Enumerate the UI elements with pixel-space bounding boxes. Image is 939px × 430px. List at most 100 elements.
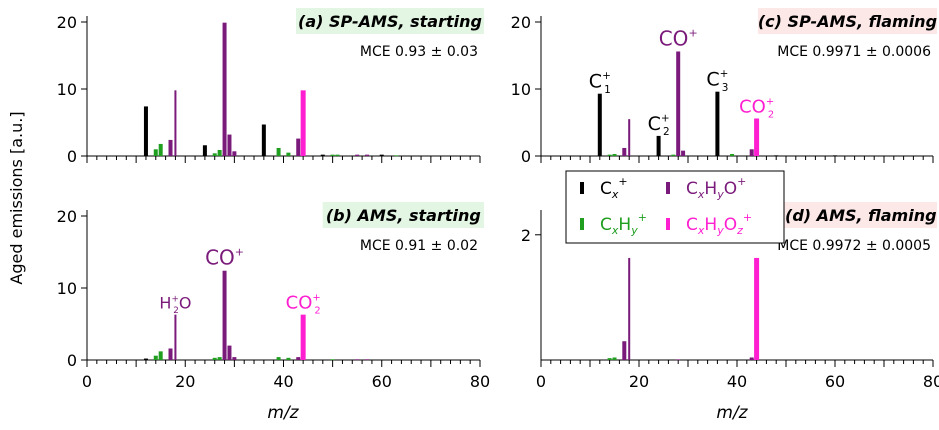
x-tick-label: 20 [629, 372, 649, 391]
y-tick-label: 10 [57, 279, 77, 298]
bar-mz-57 [365, 154, 370, 156]
y-tick-label: 2 [521, 226, 531, 245]
x-tick-label: 80 [470, 372, 490, 391]
bar-mz-17 [168, 139, 173, 156]
x-tick-label: 60 [372, 372, 392, 391]
mce-label: MCE 0.9972 ± 0.0005 [777, 238, 931, 254]
bar-mz-60 [379, 154, 384, 156]
panel-title-box [296, 8, 484, 34]
bar-mz-50 [330, 154, 335, 156]
bar-mz-36 [715, 91, 720, 156]
bar-mz-29 [227, 345, 232, 360]
peak-label-mz-44: CO+ 2 [739, 96, 774, 120]
bar-mz-14 [153, 149, 158, 156]
bar-mz-29 [681, 150, 686, 156]
legend-entry-3: CxHyOz+ [686, 211, 752, 237]
y-tick-label: 20 [511, 13, 531, 32]
y-tick-label: 20 [57, 207, 77, 226]
legend-box [565, 170, 785, 244]
legend-entry-0: Cx+ [600, 175, 628, 201]
bar-mz-27 [671, 154, 676, 156]
bar-mz-24 [202, 145, 207, 156]
bar-mz-12 [597, 93, 602, 156]
bar-mz-48 [320, 154, 325, 156]
mce-label: MCE 0.93 ± 0.03 [360, 44, 478, 60]
panel-title: (b) AMS, starting [326, 206, 481, 225]
panel-a: 0 10 20 (a) SP-AMS, starting MCE 0.93 ± 0.03 [57, 8, 484, 166]
bar-mz-12 [143, 106, 148, 156]
bar-mz-30 [232, 151, 237, 156]
peak-label-mz-36: C+ 3 [706, 68, 728, 94]
bar-mz-41 [286, 357, 291, 360]
y-tick-label: 0 [67, 147, 77, 166]
bar-mz-44 [300, 314, 306, 360]
bar-mz-39 [276, 147, 281, 156]
y-tick-label: 0 [521, 147, 531, 166]
y-axis-label: Aged emissions [a.u.] [7, 111, 26, 284]
bar-mz-14 [153, 355, 158, 360]
bar-mz-17 [622, 147, 627, 156]
y-tick-label: 0 [67, 351, 77, 370]
bar-mz-43 [296, 357, 301, 360]
legend: Cx+ CxHy+ CxHyO+ CxHyOz+ [565, 170, 785, 244]
bar-mz-51 [335, 154, 340, 156]
bar-mz-43 [749, 357, 754, 360]
bar-mz-44 [754, 257, 760, 360]
panel-title: (d) AMS, flaming [785, 206, 937, 225]
bar-mz-27 [217, 357, 222, 360]
peak-label-mz-28: CO+ [659, 26, 698, 50]
bar-mz-28 [676, 359, 681, 361]
mce-label: MCE 0.91 ± 0.02 [360, 238, 478, 254]
bar-mz-39 [276, 357, 281, 360]
y-tick-label: 10 [57, 80, 77, 99]
bar-mz-15 [612, 357, 617, 360]
x-tick-label: 20 [175, 372, 195, 391]
bar-mz-15 [612, 153, 617, 156]
x-tick-label: 40 [273, 372, 293, 391]
legend-swatch [580, 218, 584, 230]
bar-mz-17 [622, 341, 627, 360]
peak-label-mz-12: C+ 1 [589, 70, 611, 96]
bar-mz-26 [212, 153, 217, 156]
bar-mz-50 [330, 359, 335, 361]
bar-mz-14 [607, 154, 612, 156]
bar-mz-43 [749, 149, 754, 156]
x-tick-label: 0 [82, 372, 92, 391]
x-axis-label-right: m/z [716, 403, 748, 423]
bar-mz-24 [656, 135, 661, 156]
bar-mz-18 [628, 119, 631, 156]
peak-label-mz-44: CO+ 2 [286, 293, 321, 317]
bar-mz-44 [754, 118, 760, 156]
mce-label: MCE 0.9971 ± 0.0006 [777, 44, 931, 60]
bar-mz-36 [261, 124, 266, 156]
bar-mz-44 [300, 90, 306, 156]
y-tick-label: 20 [57, 13, 77, 32]
bar-mz-18 [628, 257, 631, 360]
legend-entry-2: CxHyO+ [686, 175, 746, 201]
bar-mz-60 [833, 155, 837, 157]
panel-title-box [322, 202, 484, 228]
bar-mz-63 [394, 155, 399, 157]
panel-title: (c) SP-AMS, flaming [758, 12, 937, 31]
bar-mz-43 [296, 138, 301, 156]
legend-entry-1: CxHy+ [600, 211, 647, 237]
bar-mz-18 [174, 90, 177, 156]
panel-title-box [757, 8, 937, 34]
panel-title-box [784, 202, 937, 228]
bar-mz-15 [158, 143, 163, 156]
panel-b: 0 20 40 60 80 0 10 20 (b) AMS, starting MCE 0.91 … [57, 202, 490, 391]
panel-title: (a) SP-AMS, starting [298, 12, 482, 31]
bar-mz-39 [730, 153, 735, 156]
peak-label-mz-18: H+ 2O [159, 294, 191, 316]
bar-mz-29 [227, 134, 232, 156]
bar-mz-30 [232, 357, 237, 360]
legend-swatch [666, 182, 670, 194]
bar-mz-12 [143, 358, 148, 360]
bar-mz-28 [222, 22, 227, 157]
y-tick-label: 10 [511, 80, 531, 99]
peak-label-mz-24: C+ 2 [648, 112, 670, 138]
x-tick-label: 40 [727, 372, 747, 391]
x-axis-label-left: m/z [267, 403, 299, 423]
